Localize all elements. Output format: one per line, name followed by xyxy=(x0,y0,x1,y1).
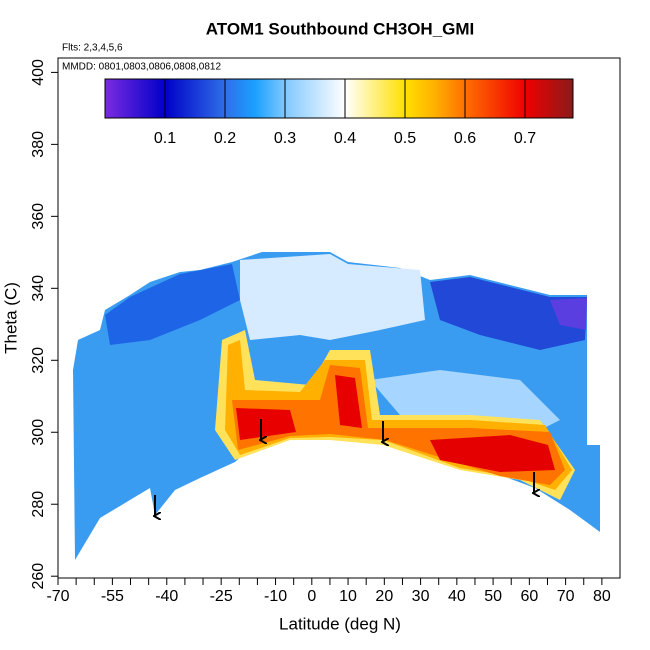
x-tick-label: 70 xyxy=(557,588,575,605)
y-tick-label: 340 xyxy=(30,275,47,302)
colorbar xyxy=(104,78,574,119)
y-tick-label: 260 xyxy=(30,563,47,590)
subtitle: Flts: 2,3,4,5,6 xyxy=(62,43,123,54)
x-tick-label: -40 xyxy=(155,588,178,605)
x-axis-label: Latitude (deg N) xyxy=(279,614,401,633)
x-tick-label: 60 xyxy=(520,588,538,605)
colorbar-tick-label: 0.6 xyxy=(454,130,476,147)
chart-title: ATOM1 Southbound CH3OH_GMI xyxy=(206,19,475,38)
colorbar-tick-label: 0.2 xyxy=(214,130,236,147)
x-tick-label: -70 xyxy=(46,588,69,605)
x-tick-label: 10 xyxy=(339,588,357,605)
colorbar-tick-label: 0.3 xyxy=(274,130,296,147)
flight-arrows xyxy=(155,419,534,516)
x-tick-label: 80 xyxy=(593,588,611,605)
colorbar-tick-label: 0.1 xyxy=(154,130,176,147)
x-tick-label: 40 xyxy=(448,588,466,605)
y-tick-label: 280 xyxy=(30,491,47,518)
annotation: MMDD: 0801,0803,0806,0808,0812 xyxy=(62,62,221,73)
x-tick-label: 50 xyxy=(484,588,502,605)
y-tick-label: 400 xyxy=(30,59,47,86)
y-tick-label: 320 xyxy=(30,347,47,374)
colorbar-tick-label: 0.5 xyxy=(394,130,416,147)
colorbar-tick-label: 0.4 xyxy=(334,130,356,147)
y-tick-label: 380 xyxy=(30,131,47,158)
x-tick-label: -25 xyxy=(210,588,233,605)
x-tick-label: 30 xyxy=(412,588,430,605)
x-tick-label: 20 xyxy=(375,588,393,605)
curtain xyxy=(73,252,600,560)
y-tick-label: 300 xyxy=(30,419,47,446)
plot-frame xyxy=(57,57,621,579)
y-tick-label: 360 xyxy=(30,203,47,230)
x-tick-label: -10 xyxy=(264,588,287,605)
x-tick-label: -55 xyxy=(101,588,124,605)
colorbar-tick-label: 0.7 xyxy=(514,130,536,147)
x-tick-label: 0 xyxy=(307,588,316,605)
y-axis-label: Theta (C) xyxy=(1,282,20,354)
